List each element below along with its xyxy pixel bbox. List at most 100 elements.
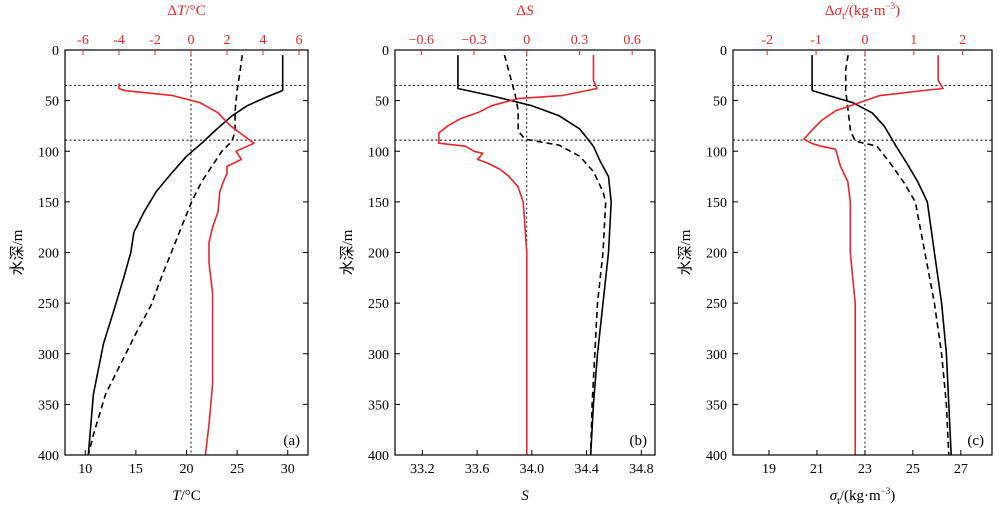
x-bottom-tick-label: 34.4 — [574, 462, 599, 477]
x-top-title-sup: −3 — [886, 1, 896, 11]
y-tick-label: 350 — [706, 398, 727, 413]
x-top-tick-label: 1 — [910, 33, 917, 48]
y-tick-label: 400 — [38, 449, 59, 464]
x-bottom-title-var: σ — [830, 488, 838, 504]
panel-label: (a) — [283, 433, 300, 449]
x-bottom-tick-label: 34.8 — [629, 462, 654, 477]
panel-c: 0 50 100 150 200 250 300 350 400 19 21 23 25 27 -2 -1 0 1… — [677, 1, 993, 507]
x-bottom-tick-label: 25 — [230, 462, 244, 477]
x-top-title-var: σ — [835, 3, 843, 19]
plot-frame — [64, 49, 309, 456]
x-top-tick-label: 0.3 — [571, 33, 589, 48]
x-top-tick-label: 2 — [959, 33, 966, 48]
x-top-tick-label: 2 — [224, 33, 231, 48]
y-axis-title: 水深/m — [677, 229, 694, 275]
x-top-tick-label: −0.3 — [461, 33, 486, 48]
y-tick-label: 0 — [52, 44, 59, 59]
x-bottom-title-rest: /°C — [181, 488, 201, 504]
y-tick-label: 250 — [38, 297, 59, 312]
x-bottom-tick-label: 25 — [906, 462, 920, 477]
y-tick-label: 150 — [706, 196, 727, 211]
x-bottom-title-rest: /(kg·m — [840, 488, 881, 504]
panel-label: (b) — [630, 433, 648, 449]
dashed-profile-line — [87, 54, 243, 456]
x-top-title-prefix: Δ — [167, 3, 177, 19]
y-tick-label: 400 — [706, 449, 727, 464]
x-bottom-title-end: ) — [890, 488, 895, 504]
x-top-title-rest: /(kg·m — [845, 3, 886, 19]
x-top-axis-title: Δσt/(kg·m−3) — [825, 1, 900, 22]
dashed-profile-line — [844, 54, 950, 456]
y-tick-label: 150 — [368, 196, 389, 211]
x-bottom-tick-label: 30 — [281, 462, 295, 477]
y-tick-label: 300 — [368, 348, 389, 363]
y-tick-label: 100 — [368, 145, 389, 160]
x-bottom-axis-title: σt/(kg·m−3) — [830, 486, 896, 507]
y-tick-label: 50 — [375, 95, 389, 110]
x-top-tick-label: 0 — [523, 33, 530, 48]
y-axis-title: 水深/m — [9, 229, 26, 275]
x-bottom-tick-label: 15 — [129, 462, 143, 477]
panel-label: (c) — [967, 433, 984, 449]
x-bottom-axis-title: T/°C — [172, 488, 201, 504]
x-top-tick-label: 6 — [296, 33, 303, 48]
solid-profile-line — [87, 55, 284, 456]
y-tick-label: 200 — [706, 247, 727, 262]
x-bottom-title-var: S — [521, 488, 529, 504]
y-tick-label: 300 — [706, 348, 727, 363]
x-top-title-prefix: Δ — [516, 3, 526, 19]
y-tick-label: 150 — [38, 196, 59, 211]
x-top-title-var: S — [526, 3, 534, 19]
x-bottom-axis-title: S — [521, 488, 529, 504]
x-top-tick-label: 0 — [861, 33, 868, 48]
x-top-tick-label: 4 — [260, 33, 267, 48]
x-bottom-tick-label: 23 — [858, 462, 872, 477]
x-top-title-var: T — [177, 3, 187, 19]
y-tick-label: 350 — [38, 398, 59, 413]
x-bottom-tick-label: 19 — [762, 462, 776, 477]
y-tick-label: 350 — [368, 398, 389, 413]
plot-frame — [394, 49, 656, 456]
x-bottom-tick-label: 34.0 — [520, 462, 545, 477]
panel-b: 0 50 100 150 200 250 300 350 400 33.2 33.6 34.0 34.4… — [339, 3, 656, 504]
x-bottom-tick-label: 10 — [78, 462, 92, 477]
solid-profile-line — [457, 55, 612, 456]
y-tick-label: 250 — [368, 297, 389, 312]
difference-profile-line — [803, 55, 944, 455]
y-tick-label: 100 — [706, 145, 727, 160]
difference-profile-line — [118, 83, 255, 456]
y-tick-label: 50 — [45, 95, 59, 110]
x-bottom-title-sup: −3 — [881, 486, 891, 496]
x-top-tick-label: -6 — [77, 33, 89, 48]
y-tick-label: 0 — [382, 44, 389, 59]
x-top-tick-label: -1 — [810, 33, 822, 48]
x-top-tick-label: 0.6 — [623, 33, 641, 48]
x-top-title-sub: t — [842, 11, 845, 22]
plot-frame — [732, 49, 993, 456]
x-bottom-tick-label: 21 — [810, 462, 824, 477]
x-bottom-tick-label: 33.6 — [465, 462, 490, 477]
solid-profile-line — [811, 55, 952, 456]
x-top-title-rest: /°C — [185, 3, 205, 19]
x-top-axis-title: ΔS — [516, 3, 534, 19]
x-bottom-title-sub: t — [837, 496, 840, 507]
x-top-tick-label: −0.6 — [409, 33, 434, 48]
y-tick-label: 100 — [38, 145, 59, 160]
x-top-title-end: ) — [895, 3, 900, 19]
y-tick-label: 50 — [713, 95, 727, 110]
x-bottom-title-var: T — [172, 488, 182, 504]
x-top-tick-label: -4 — [113, 33, 125, 48]
x-bottom-tick-label: 27 — [954, 462, 968, 477]
x-top-title-prefix: Δ — [825, 3, 835, 19]
y-tick-label: 300 — [38, 348, 59, 363]
x-bottom-tick-label: 20 — [180, 462, 194, 477]
y-tick-label: 200 — [368, 247, 389, 262]
y-tick-label: 250 — [706, 297, 727, 312]
x-top-tick-label: -2 — [761, 33, 773, 48]
x-bottom-tick-label: 33.2 — [410, 462, 435, 477]
x-top-axis-title: ΔT/°C — [167, 3, 205, 19]
y-tick-label: 0 — [720, 44, 727, 59]
y-tick-label: 400 — [368, 449, 389, 464]
y-tick-label: 200 — [38, 247, 59, 262]
